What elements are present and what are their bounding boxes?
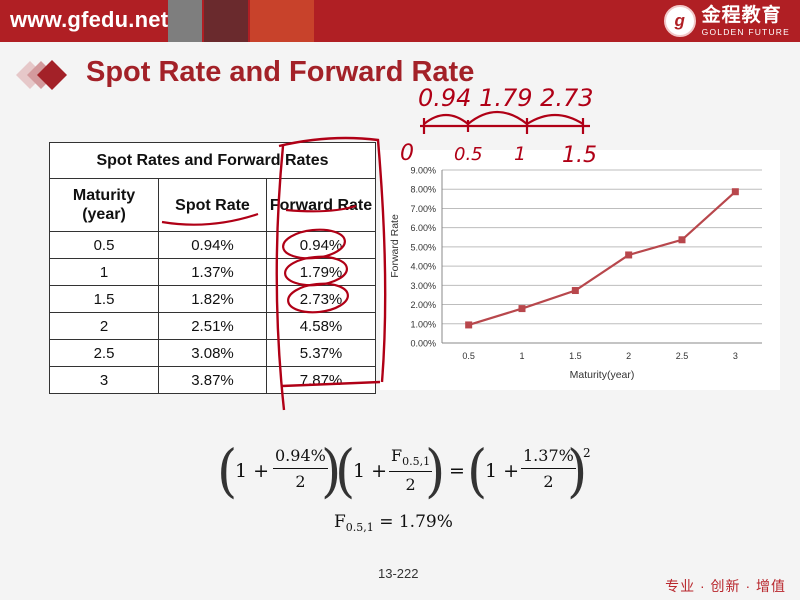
slide-title: Spot Rate and Forward Rate [86, 56, 475, 88]
formula-paren: ( [217, 439, 238, 505]
cell-spot-rate: 1.82% [158, 285, 267, 313]
chart-x-tick-label: 1 [519, 351, 524, 361]
table-caption: Spot Rates and Forward Rates [49, 142, 376, 179]
chart-data-point [731, 188, 739, 196]
logo-text: 金程教育 GOLDEN FUTURE [702, 6, 790, 37]
chart-x-tick-label: 0.5 [462, 351, 475, 361]
cell-maturity: 2 [49, 312, 159, 340]
cell-maturity: 3 [49, 366, 159, 394]
formula-paren: ) [425, 439, 446, 505]
cell-forward-rate: 1.79% [266, 258, 376, 286]
formula-paren: ) [321, 439, 342, 505]
header-forward-rate: Forward Rate [266, 178, 376, 232]
logo-badge-icon: g [663, 5, 696, 37]
cell-maturity: 1 [49, 258, 159, 286]
formula-exponent: 2 [583, 446, 591, 460]
cell-spot-rate: 2.51% [158, 312, 267, 340]
formula-one-plus: 1 + [235, 460, 270, 482]
cell-maturity: 0.5 [49, 231, 159, 259]
chart-y-tick-label: 5.00% [410, 242, 436, 252]
chart-data-point [678, 236, 686, 244]
title-diamond-icon [16, 60, 67, 90]
cell-forward-rate: 4.58% [266, 312, 376, 340]
table-header-row: Maturity (year) Spot Rate Forward Rate [49, 178, 376, 232]
chart-x-tick-label: 2 [626, 351, 631, 361]
chart-data-point [518, 305, 526, 313]
header-maturity: Maturity (year) [49, 178, 159, 232]
cell-maturity: 2.5 [49, 339, 159, 367]
fraction-numerator: 1.37% [521, 446, 576, 469]
formula-fraction-forward: F0.5,1 2 [389, 446, 433, 494]
header-stripe [250, 0, 314, 42]
cell-forward-rate: 7.87% [266, 366, 376, 394]
cell-spot-rate: 0.94% [158, 231, 267, 259]
chart-y-tick-label: 0.00% [410, 339, 436, 349]
header-band: www.gfedu.net g 金程教育 GOLDEN FUTURE [0, 0, 800, 42]
company-logo: g 金程教育 GOLDEN FUTURE [663, 3, 790, 39]
table-row: 2 2.51% 4.58% [49, 312, 376, 340]
chart-y-tick-label: 9.00% [410, 166, 436, 176]
footer-slogan: 专业 · 创新 · 增值 [665, 578, 786, 594]
chart-data-point [571, 287, 579, 295]
chart-y-tick-label: 4.00% [410, 262, 436, 272]
logo-chinese-name: 金程教育 [701, 4, 782, 26]
table-row: 3 3.87% 7.87% [49, 366, 376, 394]
chart-data-point [625, 251, 633, 259]
forward-rate-symbol: F [391, 446, 403, 465]
forward-rate-subscript: 0.5,1 [402, 455, 431, 468]
forward-rate-result: F0.5,1 = 1.79% [334, 512, 453, 534]
cell-maturity: 1.5 [49, 285, 159, 313]
page-number: 13-222 [378, 566, 419, 581]
chart-y-tick-label: 6.00% [410, 223, 436, 233]
formula-paren: ) [567, 439, 588, 505]
cell-forward-rate: 0.94% [266, 231, 376, 259]
result-value: = 1.79% [379, 512, 453, 532]
cell-forward-rate: 2.73% [266, 285, 376, 313]
cell-spot-rate: 3.87% [158, 366, 267, 394]
formula-fraction-spot-half: 0.94% 2 [273, 446, 328, 491]
chart-y-tick-label: 3.00% [410, 281, 436, 291]
chart-x-tick-label: 1.5 [569, 351, 582, 361]
cell-forward-rate: 5.37% [266, 339, 376, 367]
chart-y-axis-label: Forward Rate [389, 214, 401, 278]
logo-english-name: GOLDEN FUTURE [701, 26, 790, 37]
chart-background [380, 150, 780, 390]
formula-paren: ( [335, 439, 356, 505]
table-row: 1 1.37% 1.79% [49, 258, 376, 286]
cell-spot-rate: 1.37% [158, 258, 267, 286]
header-stripe [168, 0, 202, 42]
forward-rate-formula: ( 1 + 0.94% 2 ) ( 1 + F0.5,1 2 ) = ( 1 +… [217, 439, 597, 546]
header-stripe [204, 0, 248, 42]
formula-paren: ( [467, 439, 488, 505]
cell-spot-rate: 3.08% [158, 339, 267, 367]
chart-y-tick-label: 7.00% [410, 204, 436, 214]
table-row: 0.5 0.94% 0.94% [49, 231, 376, 259]
fraction-denominator: 2 [295, 472, 306, 491]
fraction-numerator: F0.5,1 [389, 446, 433, 472]
rates-table: Spot Rates and Forward Rates Maturity (y… [49, 142, 376, 394]
formula-equals: = [449, 460, 465, 482]
formula-one-plus: 1 + [485, 460, 520, 482]
chart-y-tick-label: 1.00% [410, 319, 436, 329]
handwritten-timeline [420, 111, 590, 134]
fraction-denominator: 2 [405, 475, 416, 494]
fraction-denominator: 2 [543, 472, 554, 491]
chart-y-tick-label: 8.00% [410, 185, 436, 195]
result-symbol: F [334, 512, 346, 532]
result-subscript: 0.5,1 [345, 521, 374, 534]
chart-x-axis-label: Maturity(year) [570, 369, 635, 381]
chart-x-tick-label: 2.5 [676, 351, 689, 361]
formula-fraction-spot-one: 1.37% 2 [521, 446, 576, 491]
fraction-numerator: 0.94% [273, 446, 328, 469]
chart-data-point [465, 321, 473, 329]
site-url[interactable]: www.gfedu.net [10, 7, 169, 32]
table-row: 2.5 3.08% 5.37% [49, 339, 376, 367]
chart-y-tick-label: 2.00% [410, 300, 436, 310]
table-row: 1.5 1.82% 2.73% [49, 285, 376, 313]
forward-rate-chart: 0.00% 1.00% 2.00% 3.00% 4.00% 5.00% 6.00% 7.00%… [380, 150, 780, 390]
formula-one-plus: 1 + [353, 460, 388, 482]
header-spot-rate: Spot Rate [158, 178, 267, 232]
chart-x-tick-label: 3 [733, 351, 738, 361]
chart-series-line [468, 190, 737, 326]
